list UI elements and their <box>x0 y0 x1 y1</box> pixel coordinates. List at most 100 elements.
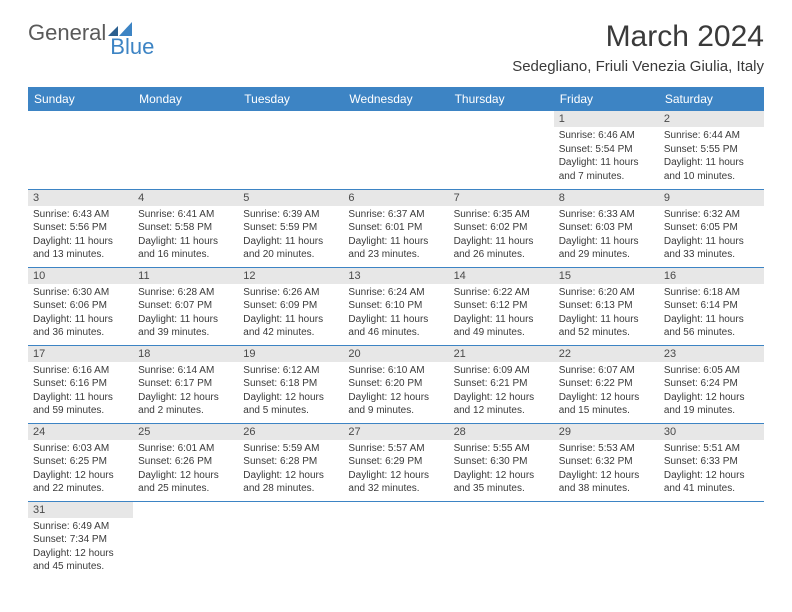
calendar-week: 24Sunrise: 6:03 AMSunset: 6:25 PMDayligh… <box>28 423 764 501</box>
day-number: 4 <box>133 190 238 206</box>
calendar-day: 3Sunrise: 6:43 AMSunset: 5:56 PMDaylight… <box>28 189 133 267</box>
day-header: Saturday <box>659 87 764 111</box>
day-header: Wednesday <box>343 87 448 111</box>
day-info: Sunrise: 6:41 AMSunset: 5:58 PMDaylight:… <box>133 206 238 266</box>
day-header: Friday <box>554 87 659 111</box>
day-info: Sunrise: 6:03 AMSunset: 6:25 PMDaylight:… <box>28 440 133 500</box>
day-number: 23 <box>659 346 764 362</box>
day-info: Sunrise: 6:33 AMSunset: 6:03 PMDaylight:… <box>554 206 659 266</box>
calendar-day: 6Sunrise: 6:37 AMSunset: 6:01 PMDaylight… <box>343 189 448 267</box>
location: Sedegliano, Friuli Venezia Giulia, Italy <box>512 58 764 75</box>
calendar-day: 8Sunrise: 6:33 AMSunset: 6:03 PMDaylight… <box>554 189 659 267</box>
logo: General Blue <box>28 20 154 46</box>
calendar-day: 11Sunrise: 6:28 AMSunset: 6:07 PMDayligh… <box>133 267 238 345</box>
calendar-day: 28Sunrise: 5:55 AMSunset: 6:30 PMDayligh… <box>449 423 554 501</box>
calendar-week: 17Sunrise: 6:16 AMSunset: 6:16 PMDayligh… <box>28 345 764 423</box>
calendar-day: 4Sunrise: 6:41 AMSunset: 5:58 PMDaylight… <box>133 189 238 267</box>
day-info: Sunrise: 6:32 AMSunset: 6:05 PMDaylight:… <box>659 206 764 266</box>
day-number: 3 <box>28 190 133 206</box>
calendar-day: 15Sunrise: 6:20 AMSunset: 6:13 PMDayligh… <box>554 267 659 345</box>
calendar-table: SundayMondayTuesdayWednesdayThursdayFrid… <box>28 87 764 579</box>
day-number: 9 <box>659 190 764 206</box>
calendar-empty <box>449 501 554 579</box>
calendar-empty <box>133 501 238 579</box>
calendar-day: 29Sunrise: 5:53 AMSunset: 6:32 PMDayligh… <box>554 423 659 501</box>
day-number: 19 <box>238 346 343 362</box>
day-number: 21 <box>449 346 554 362</box>
calendar-day: 18Sunrise: 6:14 AMSunset: 6:17 PMDayligh… <box>133 345 238 423</box>
calendar-week: 31Sunrise: 6:49 AMSunset: 7:34 PMDayligh… <box>28 501 764 579</box>
day-number: 24 <box>28 424 133 440</box>
day-info: Sunrise: 5:51 AMSunset: 6:33 PMDaylight:… <box>659 440 764 500</box>
calendar-day: 26Sunrise: 5:59 AMSunset: 6:28 PMDayligh… <box>238 423 343 501</box>
day-number: 10 <box>28 268 133 284</box>
day-number: 18 <box>133 346 238 362</box>
calendar-empty <box>238 111 343 189</box>
calendar-day: 9Sunrise: 6:32 AMSunset: 6:05 PMDaylight… <box>659 189 764 267</box>
calendar-empty <box>343 501 448 579</box>
calendar-empty <box>554 501 659 579</box>
calendar-day: 20Sunrise: 6:10 AMSunset: 6:20 PMDayligh… <box>343 345 448 423</box>
day-info: Sunrise: 6:10 AMSunset: 6:20 PMDaylight:… <box>343 362 448 422</box>
calendar-day: 2Sunrise: 6:44 AMSunset: 5:55 PMDaylight… <box>659 111 764 189</box>
day-header: Sunday <box>28 87 133 111</box>
calendar-day: 31Sunrise: 6:49 AMSunset: 7:34 PMDayligh… <box>28 501 133 579</box>
day-info: Sunrise: 6:16 AMSunset: 6:16 PMDaylight:… <box>28 362 133 422</box>
header: General Blue March 2024 Sedegliano, Friu… <box>28 20 764 75</box>
calendar-day: 25Sunrise: 6:01 AMSunset: 6:26 PMDayligh… <box>133 423 238 501</box>
day-info: Sunrise: 6:30 AMSunset: 6:06 PMDaylight:… <box>28 284 133 344</box>
day-number: 31 <box>28 502 133 518</box>
calendar-empty <box>659 501 764 579</box>
calendar-week: 3Sunrise: 6:43 AMSunset: 5:56 PMDaylight… <box>28 189 764 267</box>
day-info: Sunrise: 5:59 AMSunset: 6:28 PMDaylight:… <box>238 440 343 500</box>
day-number: 6 <box>343 190 448 206</box>
day-info: Sunrise: 5:55 AMSunset: 6:30 PMDaylight:… <box>449 440 554 500</box>
calendar-empty <box>343 111 448 189</box>
day-number: 8 <box>554 190 659 206</box>
day-header: Tuesday <box>238 87 343 111</box>
day-header-row: SundayMondayTuesdayWednesdayThursdayFrid… <box>28 87 764 111</box>
day-number: 1 <box>554 111 659 127</box>
day-info: Sunrise: 6:44 AMSunset: 5:55 PMDaylight:… <box>659 127 764 187</box>
calendar-week: 10Sunrise: 6:30 AMSunset: 6:06 PMDayligh… <box>28 267 764 345</box>
day-number: 27 <box>343 424 448 440</box>
day-info: Sunrise: 6:12 AMSunset: 6:18 PMDaylight:… <box>238 362 343 422</box>
day-info: Sunrise: 6:28 AMSunset: 6:07 PMDaylight:… <box>133 284 238 344</box>
calendar-day: 19Sunrise: 6:12 AMSunset: 6:18 PMDayligh… <box>238 345 343 423</box>
day-number: 28 <box>449 424 554 440</box>
calendar-day: 27Sunrise: 5:57 AMSunset: 6:29 PMDayligh… <box>343 423 448 501</box>
day-info: Sunrise: 6:22 AMSunset: 6:12 PMDaylight:… <box>449 284 554 344</box>
calendar-day: 1Sunrise: 6:46 AMSunset: 5:54 PMDaylight… <box>554 111 659 189</box>
day-number: 7 <box>449 190 554 206</box>
day-info: Sunrise: 6:14 AMSunset: 6:17 PMDaylight:… <box>133 362 238 422</box>
calendar-day: 21Sunrise: 6:09 AMSunset: 6:21 PMDayligh… <box>449 345 554 423</box>
day-info: Sunrise: 6:39 AMSunset: 5:59 PMDaylight:… <box>238 206 343 266</box>
day-info: Sunrise: 6:26 AMSunset: 6:09 PMDaylight:… <box>238 284 343 344</box>
day-header: Monday <box>133 87 238 111</box>
day-number: 30 <box>659 424 764 440</box>
day-number: 15 <box>554 268 659 284</box>
day-number: 12 <box>238 268 343 284</box>
title-block: March 2024 Sedegliano, Friuli Venezia Gi… <box>512 20 764 75</box>
calendar-day: 5Sunrise: 6:39 AMSunset: 5:59 PMDaylight… <box>238 189 343 267</box>
day-number: 22 <box>554 346 659 362</box>
day-info: Sunrise: 6:49 AMSunset: 7:34 PMDaylight:… <box>28 518 133 578</box>
day-info: Sunrise: 6:24 AMSunset: 6:10 PMDaylight:… <box>343 284 448 344</box>
day-info: Sunrise: 6:05 AMSunset: 6:24 PMDaylight:… <box>659 362 764 422</box>
calendar-day: 12Sunrise: 6:26 AMSunset: 6:09 PMDayligh… <box>238 267 343 345</box>
day-number: 16 <box>659 268 764 284</box>
day-info: Sunrise: 6:01 AMSunset: 6:26 PMDaylight:… <box>133 440 238 500</box>
calendar-empty <box>449 111 554 189</box>
day-header: Thursday <box>449 87 554 111</box>
day-number: 20 <box>343 346 448 362</box>
day-number: 2 <box>659 111 764 127</box>
day-info: Sunrise: 6:37 AMSunset: 6:01 PMDaylight:… <box>343 206 448 266</box>
logo-text-1: General <box>28 20 106 46</box>
day-info: Sunrise: 5:57 AMSunset: 6:29 PMDaylight:… <box>343 440 448 500</box>
day-number: 29 <box>554 424 659 440</box>
day-info: Sunrise: 6:20 AMSunset: 6:13 PMDaylight:… <box>554 284 659 344</box>
month-title: March 2024 <box>512 20 764 54</box>
day-number: 17 <box>28 346 133 362</box>
calendar-day: 16Sunrise: 6:18 AMSunset: 6:14 PMDayligh… <box>659 267 764 345</box>
day-info: Sunrise: 6:43 AMSunset: 5:56 PMDaylight:… <box>28 206 133 266</box>
